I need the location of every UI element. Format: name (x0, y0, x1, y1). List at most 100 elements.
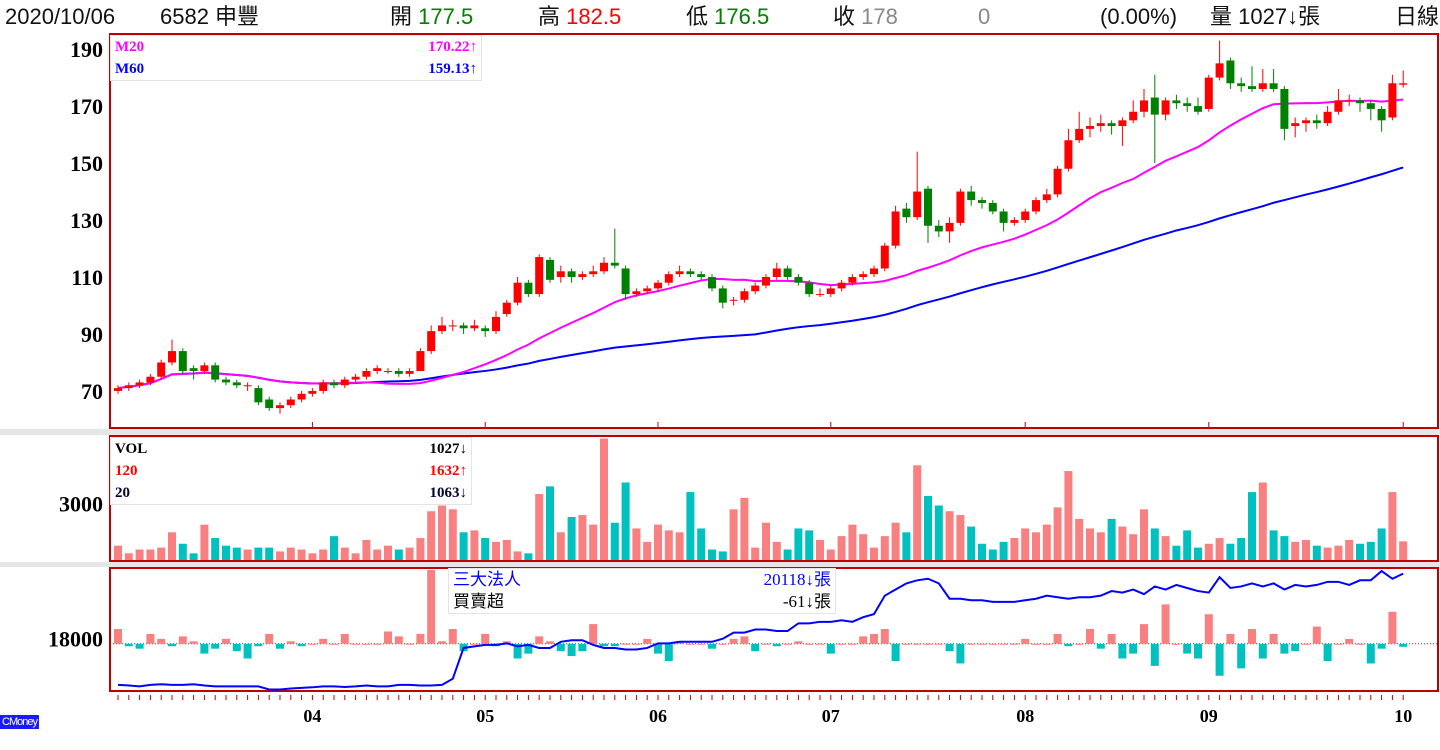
volume-bar (524, 553, 533, 560)
candle (870, 265, 878, 278)
cmoney-logo: CMoney (0, 715, 39, 729)
net-buy-bar (751, 643, 760, 652)
candle-body (848, 277, 857, 283)
volume-bar (1150, 528, 1159, 560)
candle-body (470, 325, 479, 329)
candle-body (373, 368, 382, 372)
volume-bar (189, 553, 198, 560)
volume-bar (1172, 545, 1181, 560)
vol-value: 1027↓ (429, 441, 468, 457)
panel-separator (0, 562, 1440, 567)
net-buy-bar (1107, 633, 1116, 644)
candle-body (1334, 100, 1343, 112)
candle (168, 339, 176, 366)
m20-line (117, 98, 1404, 390)
candle-body (254, 388, 263, 403)
candle (1161, 97, 1170, 121)
volume-bar (697, 528, 706, 560)
candle-body (729, 299, 738, 301)
candle (1021, 208, 1030, 223)
candle (211, 362, 220, 383)
volume-bar (384, 545, 392, 560)
net-buy-bar (1345, 638, 1354, 644)
net-buy-bar (1194, 643, 1202, 659)
candle (600, 257, 608, 275)
net-buy-bar (729, 638, 738, 644)
inst-title: 三大法人 (453, 570, 521, 589)
candle (535, 254, 544, 297)
volume-bar (459, 532, 468, 560)
candle (1345, 94, 1354, 107)
candle (384, 368, 392, 374)
net-buy-bar (783, 643, 792, 645)
open-quote: 開 177.5 (390, 4, 473, 30)
candle (513, 277, 522, 306)
candle-body (1237, 83, 1246, 87)
candle-body (978, 200, 986, 203)
net-buy-bar (513, 643, 522, 659)
volume-bar (1075, 518, 1084, 560)
volume-bar (578, 515, 587, 560)
net-buy-bar (340, 633, 349, 644)
candle (999, 208, 1008, 232)
candle-body (1312, 120, 1321, 124)
volume-bar (481, 538, 490, 560)
candle (1183, 97, 1192, 112)
period-selector[interactable]: 日線 (1395, 4, 1440, 29)
candle (697, 271, 706, 280)
holding-line (117, 569, 1404, 691)
net-buy-bar (276, 643, 284, 649)
volume-bar (1096, 532, 1105, 560)
net-buy-bar (924, 643, 932, 645)
volume-bar (135, 549, 144, 560)
candle-body (956, 191, 965, 223)
volume-bar (470, 530, 479, 560)
net-buy-bar (1129, 643, 1138, 654)
volume-bar (211, 538, 220, 560)
candle (427, 325, 436, 354)
net-buy-bar (405, 643, 414, 645)
candle (232, 379, 241, 389)
net-buy-bar (1334, 643, 1343, 645)
candle-body (600, 262, 608, 272)
candle (1280, 86, 1289, 141)
candle-body (178, 351, 187, 372)
candle (459, 322, 468, 334)
volume-bar (762, 522, 770, 560)
net-buy-bar (330, 643, 338, 645)
candle-body (664, 274, 673, 283)
volume-bar (945, 511, 954, 560)
volume-bar (1302, 539, 1310, 560)
candle-body (1248, 86, 1256, 89)
volume-bar (232, 547, 241, 560)
candle-body (1258, 83, 1267, 89)
candle (1237, 77, 1246, 92)
candle-body (1042, 194, 1051, 201)
volume-bar (1021, 528, 1030, 560)
candle (1258, 69, 1267, 92)
net-buy-bar (351, 643, 360, 645)
price-tick-label: 150 (70, 151, 103, 176)
high-quote: 高 182.5 (538, 4, 621, 30)
net-buy-bar (1312, 626, 1321, 644)
candle-body (243, 385, 252, 387)
candle-body (859, 274, 868, 278)
volume-bar (200, 524, 209, 560)
net-buy-bar (902, 643, 911, 645)
candle-body (988, 202, 997, 212)
low-label: 低 (686, 4, 709, 29)
volume-bar (1366, 541, 1375, 560)
volume-bar (157, 547, 166, 560)
volume-bar (1107, 518, 1116, 560)
volume-bar (880, 536, 889, 560)
volume-bar (988, 549, 997, 560)
volume-bar (362, 539, 371, 560)
candle (135, 379, 144, 389)
net-buy-bar (740, 636, 749, 644)
candle (632, 288, 641, 297)
volume-legend: VOL 1027↓ 120 1632↑ 20 1063↓ (110, 437, 472, 505)
candle-body (513, 282, 522, 303)
volume-bar (416, 538, 425, 560)
candle (1291, 117, 1300, 138)
